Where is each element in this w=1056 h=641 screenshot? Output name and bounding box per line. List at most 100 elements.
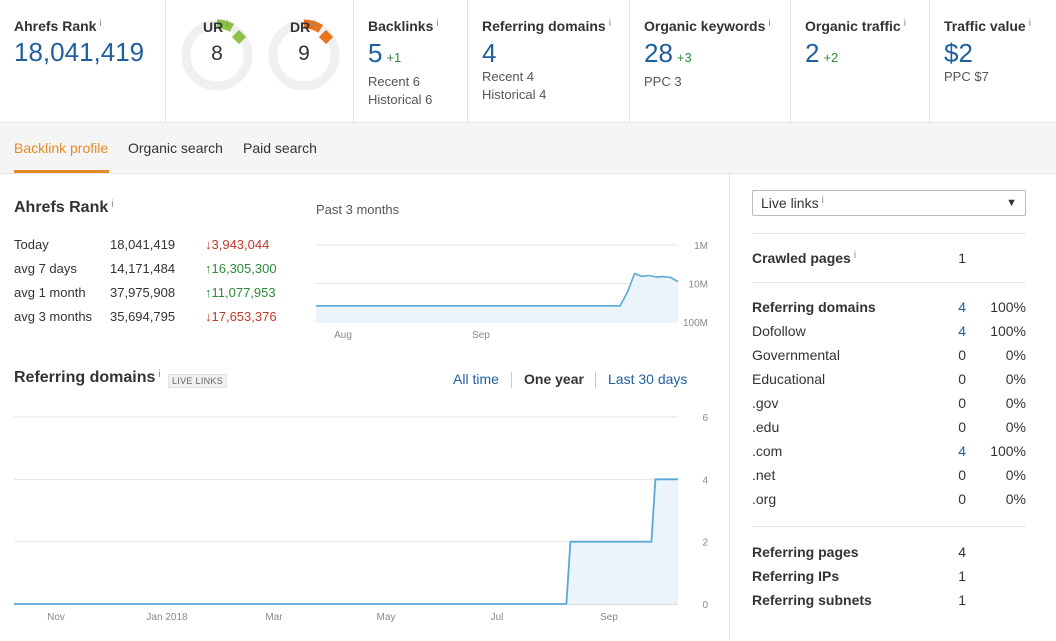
referring-domains-label: Referring domains [482,18,606,34]
tab-paid-search[interactable]: Paid search [243,140,317,156]
rank-row: avg 1 month 37,975,908 ↑11,077,953 [14,285,314,307]
tab-backlink-profile[interactable]: Backlink profile [14,140,109,156]
backlinks-label: Backlinks [368,18,434,34]
info-icon[interactable]: i [1028,18,1031,29]
series-line [316,272,679,307]
breakdown-value: 0 [958,467,966,483]
area-fill [316,273,678,322]
ur-label: UR i [203,19,228,35]
info-icon[interactable]: i [158,369,161,380]
breakdown-value: 0 [958,491,966,507]
filter-last-30-days[interactable]: Last 30 days [608,371,688,387]
filter-all-time[interactable]: All time [453,371,499,387]
info-icon[interactable]: i [226,19,229,30]
info-icon[interactable]: i [99,18,102,29]
metric-organic-keywords[interactable]: Organic keywords i 28 +3 PPC 3 [630,0,791,123]
info-icon[interactable]: i [821,195,824,206]
breakdown-label: Referring domains [752,299,876,315]
x-tick-label: Sep [472,330,490,341]
traffic-value-ppc: PPC $7 [944,69,989,84]
breakdown-value: 0 [958,347,966,363]
breakdown-label: .org [752,491,777,507]
live-links-select[interactable]: Live links i ▼ [752,190,1026,216]
stat-label: Referring pages [752,544,859,560]
rank-row-change: ↓17,653,376 [205,309,277,324]
filter-separator [511,372,512,388]
crawled-pages-row: Crawled pages i 1 [752,250,1026,272]
metric-ur-dr: UR i 8 DR i 9 [166,0,354,123]
metric-referring-domains[interactable]: Referring domains i 4 Recent 4 Historical… [468,0,630,123]
sidebar [729,174,1056,641]
info-icon[interactable]: i [853,250,857,261]
breakdown-percent: 0% [1005,395,1026,411]
organic-keywords-ppc: PPC 3 [644,74,682,89]
x-tick-label: Aug [334,330,352,341]
backlinks-delta: +1 [386,50,402,65]
sidebar-breakdown-row: Dofollow 4 100% [752,323,1026,345]
sidebar-breakdown-row: Referring domains 4 100% [752,299,1026,321]
info-icon[interactable]: i [436,18,439,29]
sidebar-breakdown-row: .edu 0 0% [752,419,1026,441]
breakdown-percent: 0% [1005,347,1026,363]
breakdown-label: .gov [752,395,779,411]
x-tick-label: Jul [491,612,504,623]
breakdown-value[interactable]: 4 [958,299,966,315]
sidebar-breakdown-row: Educational 0 0% [752,371,1026,393]
select-value: Live links [761,195,819,211]
info-icon[interactable]: i [608,18,611,29]
tab-organic-search[interactable]: Organic search [128,140,223,156]
y-tick-label: 6 [702,413,708,424]
metric-label: Ahrefs Rank i [14,18,165,34]
gauge-arc [181,19,253,91]
metric-label: Backlinks i [368,18,467,34]
divider [752,282,1026,283]
x-tick-label: May [377,612,396,623]
metric-ahrefs-rank[interactable]: Ahrefs Rank i 18,041,419 [0,0,166,123]
ahrefs-rank-value: 18,041,419 [14,37,145,67]
metric-traffic-value[interactable]: Traffic value i $2 PPC $7 [930,0,1056,123]
filter-one-year[interactable]: One year [524,371,584,387]
traffic-value-value: $2 [944,38,973,68]
sidebar-stat-row: Referring IPs 1 [752,568,1026,590]
organic-traffic-value-line: 2 +2 [805,38,929,73]
breakdown-label: .com [752,443,783,459]
ur-ring [181,19,253,91]
dr-gauge[interactable]: DR i 9 [266,17,342,93]
breakdown-value[interactable]: 4 [958,323,966,339]
organic-traffic-label: Organic traffic [805,18,901,34]
breakdown-value[interactable]: 4 [958,443,966,459]
x-tick-label: Nov [47,612,65,623]
referring-domains-recent: Recent 4 [482,69,535,84]
sidebar-breakdown-row: .com 4 100% [752,443,1026,465]
crawled-pages-label: Crawled pages i [752,250,856,266]
rank-row-value: 18,041,419 [110,237,176,252]
divider [752,526,1026,527]
y-tick-label: 100M [683,318,708,329]
ur-gauge[interactable]: UR i 8 [179,17,255,93]
divider [752,233,1026,234]
info-icon[interactable]: i [111,199,114,210]
backlinks-historical: Historical 6 [368,92,433,107]
y-tick-label: 0 [702,600,708,611]
metric-backlinks[interactable]: Backlinks i 5 +1 Recent 6 Historical 6 [354,0,468,123]
breakdown-value: 0 [958,371,966,387]
ahrefs-rank-label: Ahrefs Rank [14,18,97,34]
period-label: Past 3 months [316,202,400,217]
info-icon[interactable]: i [903,18,906,29]
ur-label-text: UR [203,19,224,35]
stat-value: 1 [958,568,966,584]
traffic-value-label: Traffic value [944,18,1026,34]
stat-value: 4 [958,544,966,560]
info-icon[interactable]: i [313,19,316,30]
gauge-arc [268,19,340,91]
active-tab-indicator [14,170,109,173]
metric-label: Traffic value i [944,18,1056,34]
breakdown-label: Governmental [752,347,840,363]
stat-value: 1 [958,592,966,608]
rank-row-change: ↓3,943,044 [205,237,270,252]
metric-organic-traffic[interactable]: Organic traffic i 2 +2 [791,0,930,123]
info-icon[interactable]: i [768,18,771,29]
organic-keywords-value-line: 28 +3 [644,38,790,73]
breakdown-percent: 0% [1005,467,1026,483]
y-tick-label: 2 [702,538,708,549]
